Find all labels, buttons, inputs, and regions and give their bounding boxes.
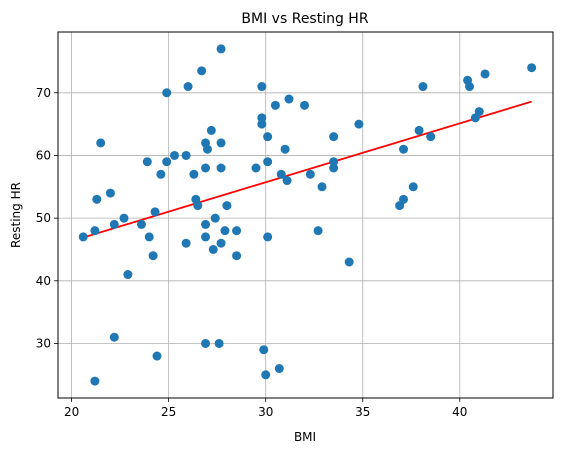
data-point xyxy=(162,88,172,98)
data-point xyxy=(274,364,284,374)
data-point xyxy=(90,376,100,386)
data-point xyxy=(144,232,154,242)
data-point xyxy=(109,219,119,229)
data-point xyxy=(216,163,226,173)
data-point xyxy=(216,138,226,148)
plot-area-frame xyxy=(57,31,554,399)
x-tick-label: 30 xyxy=(258,405,273,419)
data-point xyxy=(263,132,273,142)
data-point xyxy=(257,119,267,129)
data-point xyxy=(123,270,133,280)
data-points xyxy=(78,44,537,386)
data-point xyxy=(206,125,216,135)
data-point xyxy=(418,82,428,92)
data-point xyxy=(78,232,88,242)
x-tick-label: 35 xyxy=(355,405,370,419)
data-point xyxy=(189,169,199,179)
data-point xyxy=(105,188,115,198)
data-point xyxy=(426,132,436,142)
data-point xyxy=(480,69,490,79)
data-point xyxy=(222,201,232,211)
x-axis-ticks: 20 25 30 35 40 xyxy=(64,398,467,419)
data-point xyxy=(305,169,315,179)
data-point xyxy=(329,157,339,167)
data-point xyxy=(216,44,226,54)
data-point xyxy=(148,251,158,261)
data-point xyxy=(208,244,218,254)
data-point xyxy=(313,226,323,236)
data-point xyxy=(329,132,339,142)
data-point xyxy=(317,182,327,192)
data-point xyxy=(202,144,212,154)
data-point xyxy=(263,232,273,242)
data-point xyxy=(329,163,339,173)
data-point xyxy=(201,163,211,173)
data-point xyxy=(156,169,166,179)
data-point xyxy=(257,82,267,92)
data-point xyxy=(280,144,290,154)
y-tick-label: 60 xyxy=(36,148,51,162)
data-point xyxy=(136,219,146,229)
data-point xyxy=(232,226,242,236)
data-point xyxy=(181,238,191,248)
data-point xyxy=(354,119,364,129)
data-point xyxy=(181,150,191,160)
data-point xyxy=(92,194,102,204)
data-point xyxy=(210,213,220,223)
data-point xyxy=(152,351,162,361)
data-point xyxy=(263,157,273,167)
x-tick-label: 25 xyxy=(161,405,176,419)
data-point xyxy=(201,338,211,348)
data-point xyxy=(399,144,409,154)
data-point xyxy=(259,345,269,355)
data-point xyxy=(90,226,100,236)
data-point xyxy=(399,194,409,204)
y-tick-label: 40 xyxy=(36,274,51,288)
data-point xyxy=(414,125,424,135)
data-point xyxy=(261,370,271,380)
data-point xyxy=(183,82,193,92)
data-point xyxy=(465,82,475,92)
data-point xyxy=(150,207,160,217)
data-point xyxy=(300,100,310,110)
data-point xyxy=(344,257,354,267)
y-tick-label: 70 xyxy=(36,86,51,100)
data-point xyxy=(119,213,129,223)
data-point xyxy=(216,238,226,248)
data-point xyxy=(232,251,242,261)
data-point xyxy=(408,182,418,192)
data-point xyxy=(214,338,224,348)
chart-title: BMI vs Resting HR xyxy=(241,11,368,27)
data-point xyxy=(109,332,119,342)
y-tick-label: 30 xyxy=(36,336,51,350)
x-tick-label: 20 xyxy=(64,405,79,419)
y-axis-ticks: 30 40 50 60 70 xyxy=(36,86,58,350)
y-axis-label: Resting HR xyxy=(9,182,23,248)
data-point xyxy=(257,113,267,123)
data-point xyxy=(251,163,261,173)
data-point xyxy=(193,201,203,211)
data-point xyxy=(276,169,286,179)
data-point xyxy=(142,157,152,167)
data-point xyxy=(162,157,172,167)
x-tick-label: 40 xyxy=(452,405,467,419)
data-point xyxy=(282,176,292,186)
data-point xyxy=(284,94,294,104)
data-point xyxy=(197,66,207,76)
data-point xyxy=(201,232,211,242)
data-point xyxy=(270,100,280,110)
data-point xyxy=(527,63,537,73)
data-point xyxy=(169,150,179,160)
data-point xyxy=(220,226,230,236)
data-point xyxy=(474,107,484,117)
data-point xyxy=(96,138,106,148)
y-tick-label: 50 xyxy=(36,211,51,225)
x-axis-label: BMI xyxy=(294,430,316,444)
data-point xyxy=(201,219,211,229)
